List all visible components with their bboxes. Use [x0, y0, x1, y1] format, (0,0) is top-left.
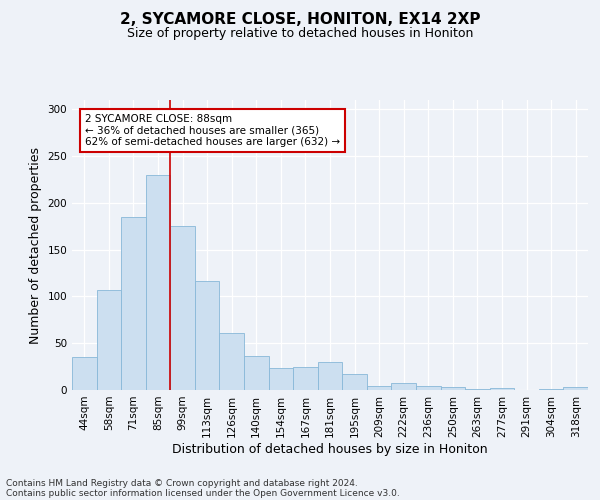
- Text: Contains public sector information licensed under the Open Government Licence v3: Contains public sector information licen…: [6, 488, 400, 498]
- Bar: [170, 226, 195, 390]
- Bar: [391, 384, 416, 390]
- Text: Contains HM Land Registry data © Crown copyright and database right 2024.: Contains HM Land Registry data © Crown c…: [6, 478, 358, 488]
- Bar: [72, 358, 97, 390]
- Text: 2, SYCAMORE CLOSE, HONITON, EX14 2XP: 2, SYCAMORE CLOSE, HONITON, EX14 2XP: [120, 12, 480, 28]
- Bar: [416, 386, 440, 390]
- Text: Size of property relative to detached houses in Honiton: Size of property relative to detached ho…: [127, 28, 473, 40]
- Bar: [220, 333, 244, 390]
- Bar: [195, 282, 220, 390]
- Text: 2 SYCAMORE CLOSE: 88sqm
← 36% of detached houses are smaller (365)
62% of semi-d: 2 SYCAMORE CLOSE: 88sqm ← 36% of detache…: [85, 114, 340, 147]
- Bar: [342, 374, 367, 390]
- Bar: [539, 389, 563, 390]
- Bar: [318, 362, 342, 390]
- Bar: [563, 387, 588, 390]
- Bar: [146, 175, 170, 390]
- Bar: [465, 389, 490, 390]
- Bar: [269, 368, 293, 390]
- Bar: [440, 387, 465, 390]
- Y-axis label: Number of detached properties: Number of detached properties: [29, 146, 42, 344]
- X-axis label: Distribution of detached houses by size in Honiton: Distribution of detached houses by size …: [172, 442, 488, 456]
- Bar: [367, 386, 391, 390]
- Bar: [244, 356, 269, 390]
- Bar: [97, 290, 121, 390]
- Bar: [121, 217, 146, 390]
- Bar: [293, 366, 318, 390]
- Bar: [490, 388, 514, 390]
